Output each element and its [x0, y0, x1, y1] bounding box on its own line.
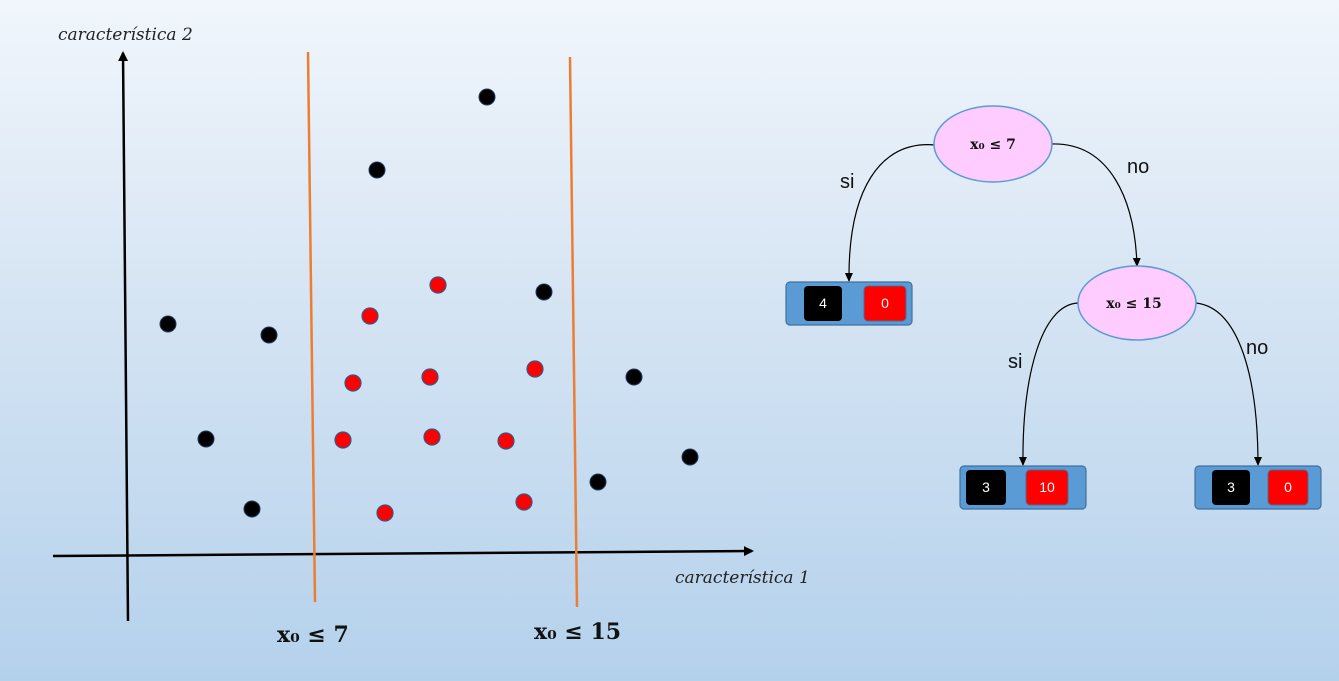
branch-label-root-yes: si	[840, 171, 854, 193]
red-point	[423, 428, 441, 446]
split-label-7: x₀ ≤ 7	[277, 622, 349, 648]
edge-root-left	[844, 144, 936, 282]
black-point	[197, 430, 215, 448]
edge-root-right	[1050, 143, 1141, 267]
black-point	[243, 500, 261, 518]
red-point	[376, 504, 394, 522]
red-point	[421, 368, 439, 386]
black-point	[260, 326, 278, 344]
red-point	[526, 360, 544, 378]
decision-tree: si no si no x₀ ≤ 7 x₀ ≤ 15 4 0 3 10	[785, 105, 1322, 510]
root-node-condition: x₀ ≤ 7	[970, 137, 1016, 153]
leaf-middle-red-count: 10	[1039, 479, 1055, 495]
y-axis	[118, 51, 130, 622]
x-axis-label: característica 1	[675, 568, 810, 588]
black-point	[368, 161, 386, 179]
black-point	[625, 368, 643, 386]
leaf-right-red-count-box	[1267, 469, 1309, 506]
leaf-right-red-count: 0	[1284, 479, 1292, 495]
leaf-middle-black-count: 3	[982, 479, 990, 495]
y-axis-label: característica 2	[58, 25, 193, 45]
leaf-left: 4 0	[785, 281, 913, 326]
branch-label-inner-no: no	[1246, 337, 1268, 359]
inner-node: x₀ ≤ 15	[1077, 265, 1197, 341]
branch-label-inner-yes: si	[1008, 351, 1022, 373]
red-point	[497, 432, 515, 450]
leaf-left-black-count-box	[804, 286, 842, 321]
leaf-left-red-count: 0	[881, 295, 889, 311]
red-point	[361, 307, 379, 325]
edge-inner-right	[1195, 302, 1262, 466]
leaf-middle-black-count-box	[966, 470, 1006, 505]
black-points	[159, 88, 699, 518]
edge-inner-left	[1018, 302, 1079, 466]
leaf-right-black-count: 3	[1227, 479, 1235, 495]
black-point	[681, 448, 699, 466]
scatter-plot: característica 2 característica 1 x₀ ≤ 7…	[52, 25, 810, 648]
leaf-right-black-count-box	[1212, 470, 1250, 505]
inner-node-condition: x₀ ≤ 15	[1106, 296, 1161, 312]
x-axis	[52, 546, 754, 558]
black-point	[589, 473, 607, 491]
red-point	[334, 431, 352, 449]
red-point	[344, 374, 362, 392]
black-point	[535, 283, 553, 301]
split-label-15: x₀ ≤ 15	[534, 619, 621, 645]
black-point	[478, 88, 496, 106]
leaf-right: 3 0	[1194, 465, 1322, 510]
red-points	[334, 276, 544, 522]
split-line-7	[306, 51, 317, 603]
leaf-left-red-count-box	[863, 285, 907, 322]
red-point	[515, 493, 533, 511]
root-node: x₀ ≤ 7	[933, 105, 1053, 183]
split-line-15	[568, 56, 579, 608]
leaf-middle: 3 10	[959, 465, 1087, 510]
black-point	[159, 315, 177, 333]
leaf-left-black-count: 4	[819, 295, 827, 311]
leaf-middle-red-count-box	[1025, 469, 1069, 506]
branch-label-root-no: no	[1127, 156, 1149, 178]
red-point	[429, 276, 447, 294]
